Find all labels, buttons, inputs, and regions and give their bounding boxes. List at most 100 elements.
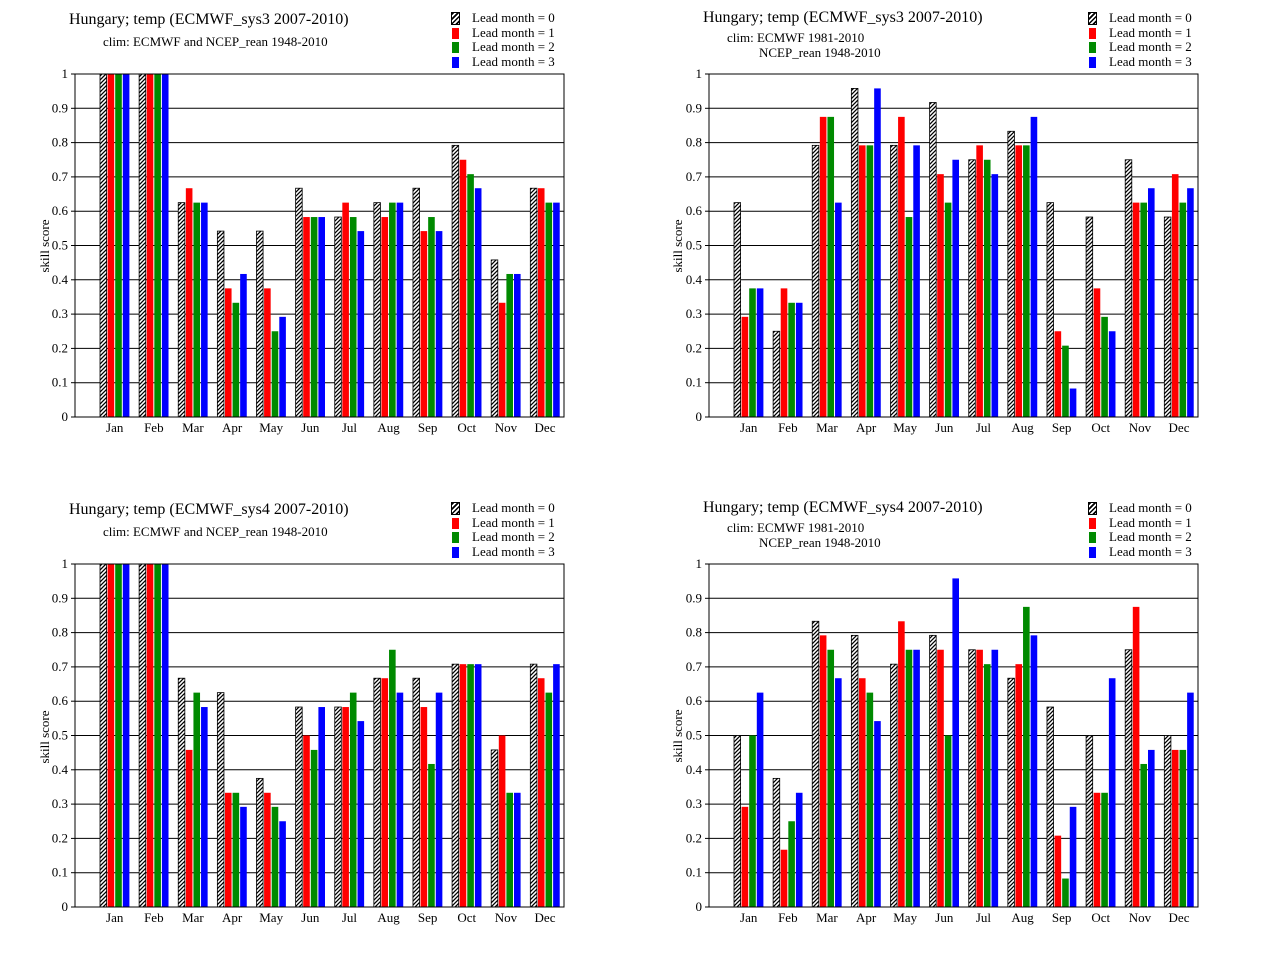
legend-label: Lead month = 0 — [472, 10, 555, 25]
bar-jun-lead-1 — [937, 649, 944, 907]
x-tick-label: Nov — [1129, 420, 1152, 435]
bar-jun-lead-2 — [944, 202, 952, 417]
x-tick-label: May — [259, 910, 283, 925]
bar-may-lead-0 — [256, 230, 264, 418]
bar-nov-lead-3 — [1148, 188, 1155, 417]
chart-panel-0: Hungary; temp (ECMWF_sys3 2007-2010) cli… — [0, 0, 634, 490]
x-tick-label: Jun — [935, 910, 954, 925]
bar-jul-lead-2 — [349, 217, 357, 417]
bar-jul-lead-1 — [976, 649, 983, 907]
bar-may-lead-1 — [898, 621, 905, 907]
x-tick-label: Oct — [457, 910, 476, 925]
bar-may-lead-1 — [264, 288, 271, 417]
bar-jun-lead-0 — [929, 634, 937, 908]
legend-item-lead-2: Lead month = 2 — [452, 39, 555, 55]
x-tick-label: Jul — [976, 420, 992, 435]
x-tick-label: Mar — [182, 910, 204, 925]
legend-item-lead-0: Lead month = 0 — [451, 10, 555, 26]
bar-chart: 0 0.1 0.2 0.3 0.4 0.5 0.6 0.7 0.8 0.9 1 Jan Feb Mar Ap… — [686, 556, 1199, 925]
bar-mar-lead-0 — [811, 144, 820, 418]
bar-nov-lead-2 — [1140, 763, 1147, 907]
bar-aug-lead-2 — [1023, 606, 1030, 907]
x-tick-label: Apr — [222, 910, 243, 925]
bar-dec-lead-2 — [1179, 749, 1187, 907]
bar-nov-lead-3 — [514, 792, 521, 907]
bar-dec-lead-3 — [553, 664, 560, 907]
bar-apr-lead-3 — [240, 806, 247, 907]
chart-title: Hungary; temp (ECMWF_sys3 2007-2010) — [69, 11, 349, 28]
bar-jan-lead-0 — [733, 735, 741, 908]
y-tick-label: 1 — [62, 66, 69, 81]
y-tick-label: 0 — [62, 409, 69, 424]
bar-mar-lead-1 — [819, 116, 827, 417]
bar-jul-lead-1 — [342, 707, 349, 907]
legend-label: Lead month = 1 — [472, 514, 555, 530]
bar-oct-lead-0 — [1085, 216, 1094, 418]
x-tick-label: Jan — [740, 420, 758, 435]
y-tick-label: 0.9 — [686, 100, 702, 115]
x-tick-label: Mar — [816, 910, 838, 925]
bar-mar-lead-0 — [177, 677, 186, 908]
bar-oct-lead-2 — [467, 664, 474, 907]
bar-jul-lead-0 — [968, 649, 976, 908]
bar-sep-lead-0 — [1046, 706, 1054, 908]
y-tick-label: 1 — [696, 66, 703, 81]
bar-aug-lead-2 — [389, 649, 396, 907]
y-tick-label: 0.4 — [52, 272, 69, 287]
bar-dec-lead-0 — [1163, 735, 1172, 908]
bar-sep-lead-3 — [1069, 388, 1077, 417]
bar-mar-lead-3 — [201, 202, 208, 417]
bar-may-lead-3 — [913, 145, 920, 417]
x-tick-label: Oct — [1091, 910, 1110, 925]
bar-dec-lead-2 — [545, 202, 553, 417]
bar-jun-lead-3 — [952, 578, 959, 907]
bar-aug-lead-3 — [1030, 116, 1038, 417]
legend: Lead month = 0 Lead month = 1 Lead month… — [451, 10, 555, 70]
legend: Lead month = 0 Lead month = 1 Lead month… — [1088, 10, 1192, 69]
legend-label: Lead month = 2 — [1109, 39, 1192, 54]
bar-dec-lead-1 — [537, 678, 545, 907]
bar-nov-lead-1 — [1132, 606, 1140, 907]
bar-feb-lead-1 — [780, 849, 788, 907]
x-tick-label: Aug — [377, 910, 400, 925]
legend: Lead month = 0 Lead month = 1 Lead month… — [451, 500, 555, 559]
y-tick-label: 0.5 — [686, 238, 702, 253]
bar-oct-lead-3 — [474, 664, 482, 907]
bar-mar-lead-0 — [177, 202, 186, 418]
bar-apr-lead-1 — [858, 678, 866, 907]
bar-aug-lead-2 — [1023, 145, 1030, 417]
bar-sep-lead-2 — [1062, 345, 1069, 417]
x-tick-label: May — [893, 420, 917, 435]
bar-feb-lead-2 — [788, 821, 795, 907]
bar-apr-lead-1 — [858, 145, 866, 417]
y-tick-label: 0.7 — [686, 169, 703, 184]
legend-item-lead-3: Lead month = 3 — [452, 54, 555, 70]
bar-dec-lead-1 — [1171, 749, 1179, 907]
bar-may-lead-3 — [279, 821, 286, 907]
chart-subtitle: clim: ECMWF 1981-2010 — [727, 30, 865, 45]
bar-sep-lead-1 — [420, 707, 428, 907]
bar-aug-lead-0 — [373, 202, 381, 418]
y-tick-label: 0.3 — [52, 306, 68, 321]
bar-nov-lead-3 — [1148, 749, 1155, 907]
y-tick-label: 0.2 — [686, 830, 702, 845]
y-tick-label: 1 — [62, 556, 69, 571]
x-tick-label: Dec — [1169, 910, 1190, 925]
x-tick-label: Mar — [182, 420, 204, 435]
bar-jul-lead-3 — [991, 174, 999, 417]
bar-oct-lead-3 — [1108, 331, 1116, 417]
bar-jun-lead-1 — [303, 735, 310, 907]
legend-swatch — [1088, 502, 1097, 515]
bar-feb-lead-3 — [795, 792, 803, 907]
bar-oct-lead-2 — [467, 174, 474, 417]
bar-jan-lead-2 — [749, 288, 756, 417]
bar-jan-lead-3 — [122, 564, 130, 907]
bar-dec-lead-3 — [553, 202, 560, 417]
plot-frame — [74, 73, 565, 418]
x-tick-label: Dec — [535, 910, 556, 925]
y-tick-label: 0.6 — [686, 203, 703, 218]
bar-dec-lead-3 — [1187, 188, 1194, 417]
bar-may-lead-2 — [271, 806, 279, 907]
bar-nov-lead-2 — [506, 273, 513, 417]
bar-jul-lead-0 — [334, 216, 342, 418]
